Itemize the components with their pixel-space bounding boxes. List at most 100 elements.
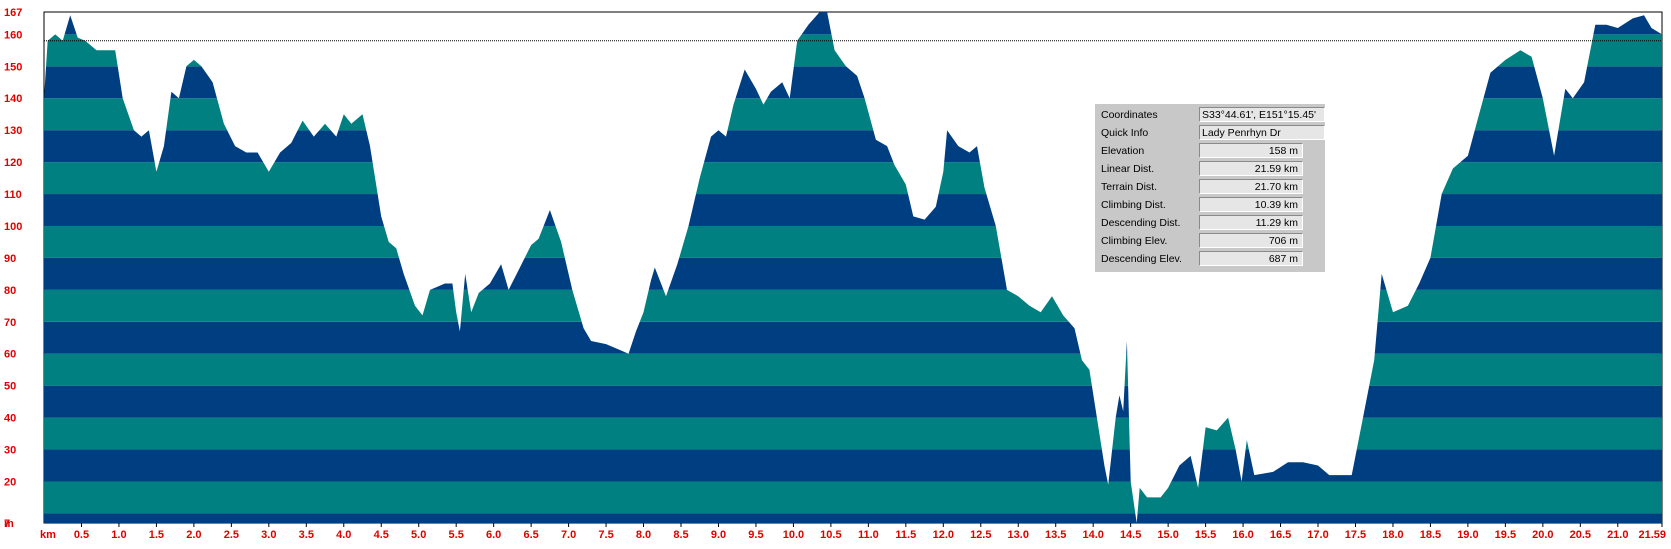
x-tick-label: 9.5 <box>748 529 763 541</box>
x-tick-label: 19.0 <box>1457 529 1478 541</box>
x-tick-label: 0.5 <box>74 529 89 541</box>
info-value: Lady Penrhyn Dr <box>1199 125 1325 140</box>
info-value: 21.59 km <box>1199 161 1303 176</box>
info-row: Climbing Dist. 10.39 km <box>1095 196 1325 214</box>
x-tick-label: 7.5 <box>598 529 613 541</box>
x-tick-label: 5.5 <box>449 529 464 541</box>
info-row: Climbing Elev. 706 m <box>1095 232 1325 250</box>
y-tick-label: 7 <box>4 518 10 530</box>
x-tick-label: 10.0 <box>783 529 804 541</box>
elevation-band <box>44 353 1662 386</box>
x-tick-label: 1.5 <box>149 529 164 541</box>
info-row: Linear Dist. 21.59 km <box>1095 160 1325 178</box>
info-label: Climbing Dist. <box>1101 199 1166 211</box>
x-tick-label: 4.0 <box>336 529 351 541</box>
x-tick-label: 11.0 <box>858 529 879 541</box>
info-row: Terrain Dist. 21.70 km <box>1095 178 1325 196</box>
info-label: Linear Dist. <box>1101 163 1155 175</box>
x-tick-label: 9.0 <box>711 529 726 541</box>
y-tick-label: 150 <box>4 61 22 73</box>
x-tick-label: 12.5 <box>970 529 991 541</box>
x-tick-label: 15.5 <box>1195 529 1216 541</box>
info-label: Climbing Elev. <box>1101 235 1168 247</box>
info-label: Coordinates <box>1101 109 1158 121</box>
x-tick-label: 13.0 <box>1008 529 1029 541</box>
x-tick-label: 15.0 <box>1157 529 1178 541</box>
info-label: Quick Info <box>1101 127 1149 139</box>
elevation-band <box>44 289 1662 322</box>
x-tick-label: 18.5 <box>1420 529 1441 541</box>
y-axis: 167 160 150 140 130 120 110 100 90 80 70 60 50 40 30 20… <box>4 7 22 530</box>
info-value: 21.70 km <box>1199 179 1303 194</box>
x-tick-label: 16.0 <box>1232 529 1253 541</box>
y-tick-label: 20 <box>4 476 16 488</box>
info-label: Terrain Dist. <box>1101 181 1158 193</box>
x-tick-label: 2.5 <box>224 529 239 541</box>
x-tick-label: 12.0 <box>933 529 954 541</box>
x-tick-label: 16.5 <box>1270 529 1291 541</box>
x-tick-label: 21.59 <box>1638 529 1666 541</box>
x-tick-label: 5.0 <box>411 529 426 541</box>
elevation-band <box>44 481 1662 514</box>
info-label: Descending Dist. <box>1101 217 1181 229</box>
y-tick-label: 90 <box>4 253 16 265</box>
y-tick-label: 167 <box>4 7 22 19</box>
x-tick-label: 17.5 <box>1345 529 1366 541</box>
info-row: Elevation 158 m <box>1095 142 1325 160</box>
x-tick-label: 1.0 <box>111 529 126 541</box>
y-tick-label: 100 <box>4 221 22 233</box>
y-tick-label: 80 <box>4 285 16 297</box>
y-tick-label: 110 <box>4 189 22 201</box>
elevation-band <box>44 321 1662 354</box>
y-tick-label: 120 <box>4 157 22 169</box>
x-tick-label: 2.0 <box>186 529 201 541</box>
info-value: 687 m <box>1199 251 1303 266</box>
x-tick-label: 14.5 <box>1120 529 1141 541</box>
info-row: Descending Elev. 687 m <box>1095 250 1325 268</box>
x-tick-label: 19.5 <box>1495 529 1516 541</box>
x-tick-label: 13.5 <box>1045 529 1066 541</box>
elevation-band <box>44 417 1662 450</box>
x-tick-label: 20.5 <box>1570 529 1591 541</box>
info-value: 706 m <box>1199 233 1303 248</box>
elevation-band <box>44 385 1662 418</box>
info-row: Descending Dist. 11.29 km <box>1095 214 1325 232</box>
elevation-band <box>44 513 1662 523</box>
info-label: Descending Elev. <box>1101 253 1182 265</box>
info-row: Coordinates S33°44.61', E151°15.45' <box>1095 106 1325 124</box>
x-tick-label: 3.0 <box>261 529 276 541</box>
info-value: 10.39 km <box>1199 197 1303 212</box>
x-tick-label: 7.0 <box>561 529 576 541</box>
info-value: 158 m <box>1199 143 1303 158</box>
x-tick-label: 8.5 <box>673 529 688 541</box>
y-unit-label: m <box>4 518 14 530</box>
info-row: Quick Info Lady Penrhyn Dr <box>1095 124 1325 142</box>
y-tick-label: 40 <box>4 413 16 425</box>
y-tick-label: 160 <box>4 29 22 41</box>
x-tick-label: 17.0 <box>1307 529 1328 541</box>
y-tick-label: 30 <box>4 445 16 457</box>
x-tick-label: 21.0 <box>1607 529 1628 541</box>
quick-info-panel: Coordinates S33°44.61', E151°15.45' Quick … <box>1095 104 1325 272</box>
elevation-band <box>44 449 1662 482</box>
x-tick-label: 20.0 <box>1532 529 1553 541</box>
x-tick-label: 6.0 <box>486 529 501 541</box>
x-tick-label: 14.0 <box>1082 529 1103 541</box>
y-tick-label: 50 <box>4 381 16 393</box>
x-tick-label: 10.5 <box>820 529 841 541</box>
x-tick-label: 6.5 <box>523 529 538 541</box>
x-axis: km 0.5 1.0 1.5 2.0 2.5 3.0 3.5 4.0 4.5 5.0 5.5 6.0 6.… <box>40 523 1666 541</box>
y-tick-label: 140 <box>4 93 22 105</box>
x-tick-label: 18.0 <box>1382 529 1403 541</box>
y-tick-label: 60 <box>4 349 16 361</box>
y-tick-label: 130 <box>4 125 22 137</box>
info-label: Elevation <box>1101 145 1145 157</box>
y-tick-label: 70 <box>4 317 16 329</box>
x-tick-label: 8.0 <box>636 529 651 541</box>
x-tick-label: 4.5 <box>374 529 389 541</box>
info-value: 11.29 km <box>1199 215 1303 230</box>
x-unit-label: km <box>40 529 56 541</box>
info-value: S33°44.61', E151°15.45' <box>1199 107 1325 122</box>
x-tick-label: 3.5 <box>299 529 314 541</box>
